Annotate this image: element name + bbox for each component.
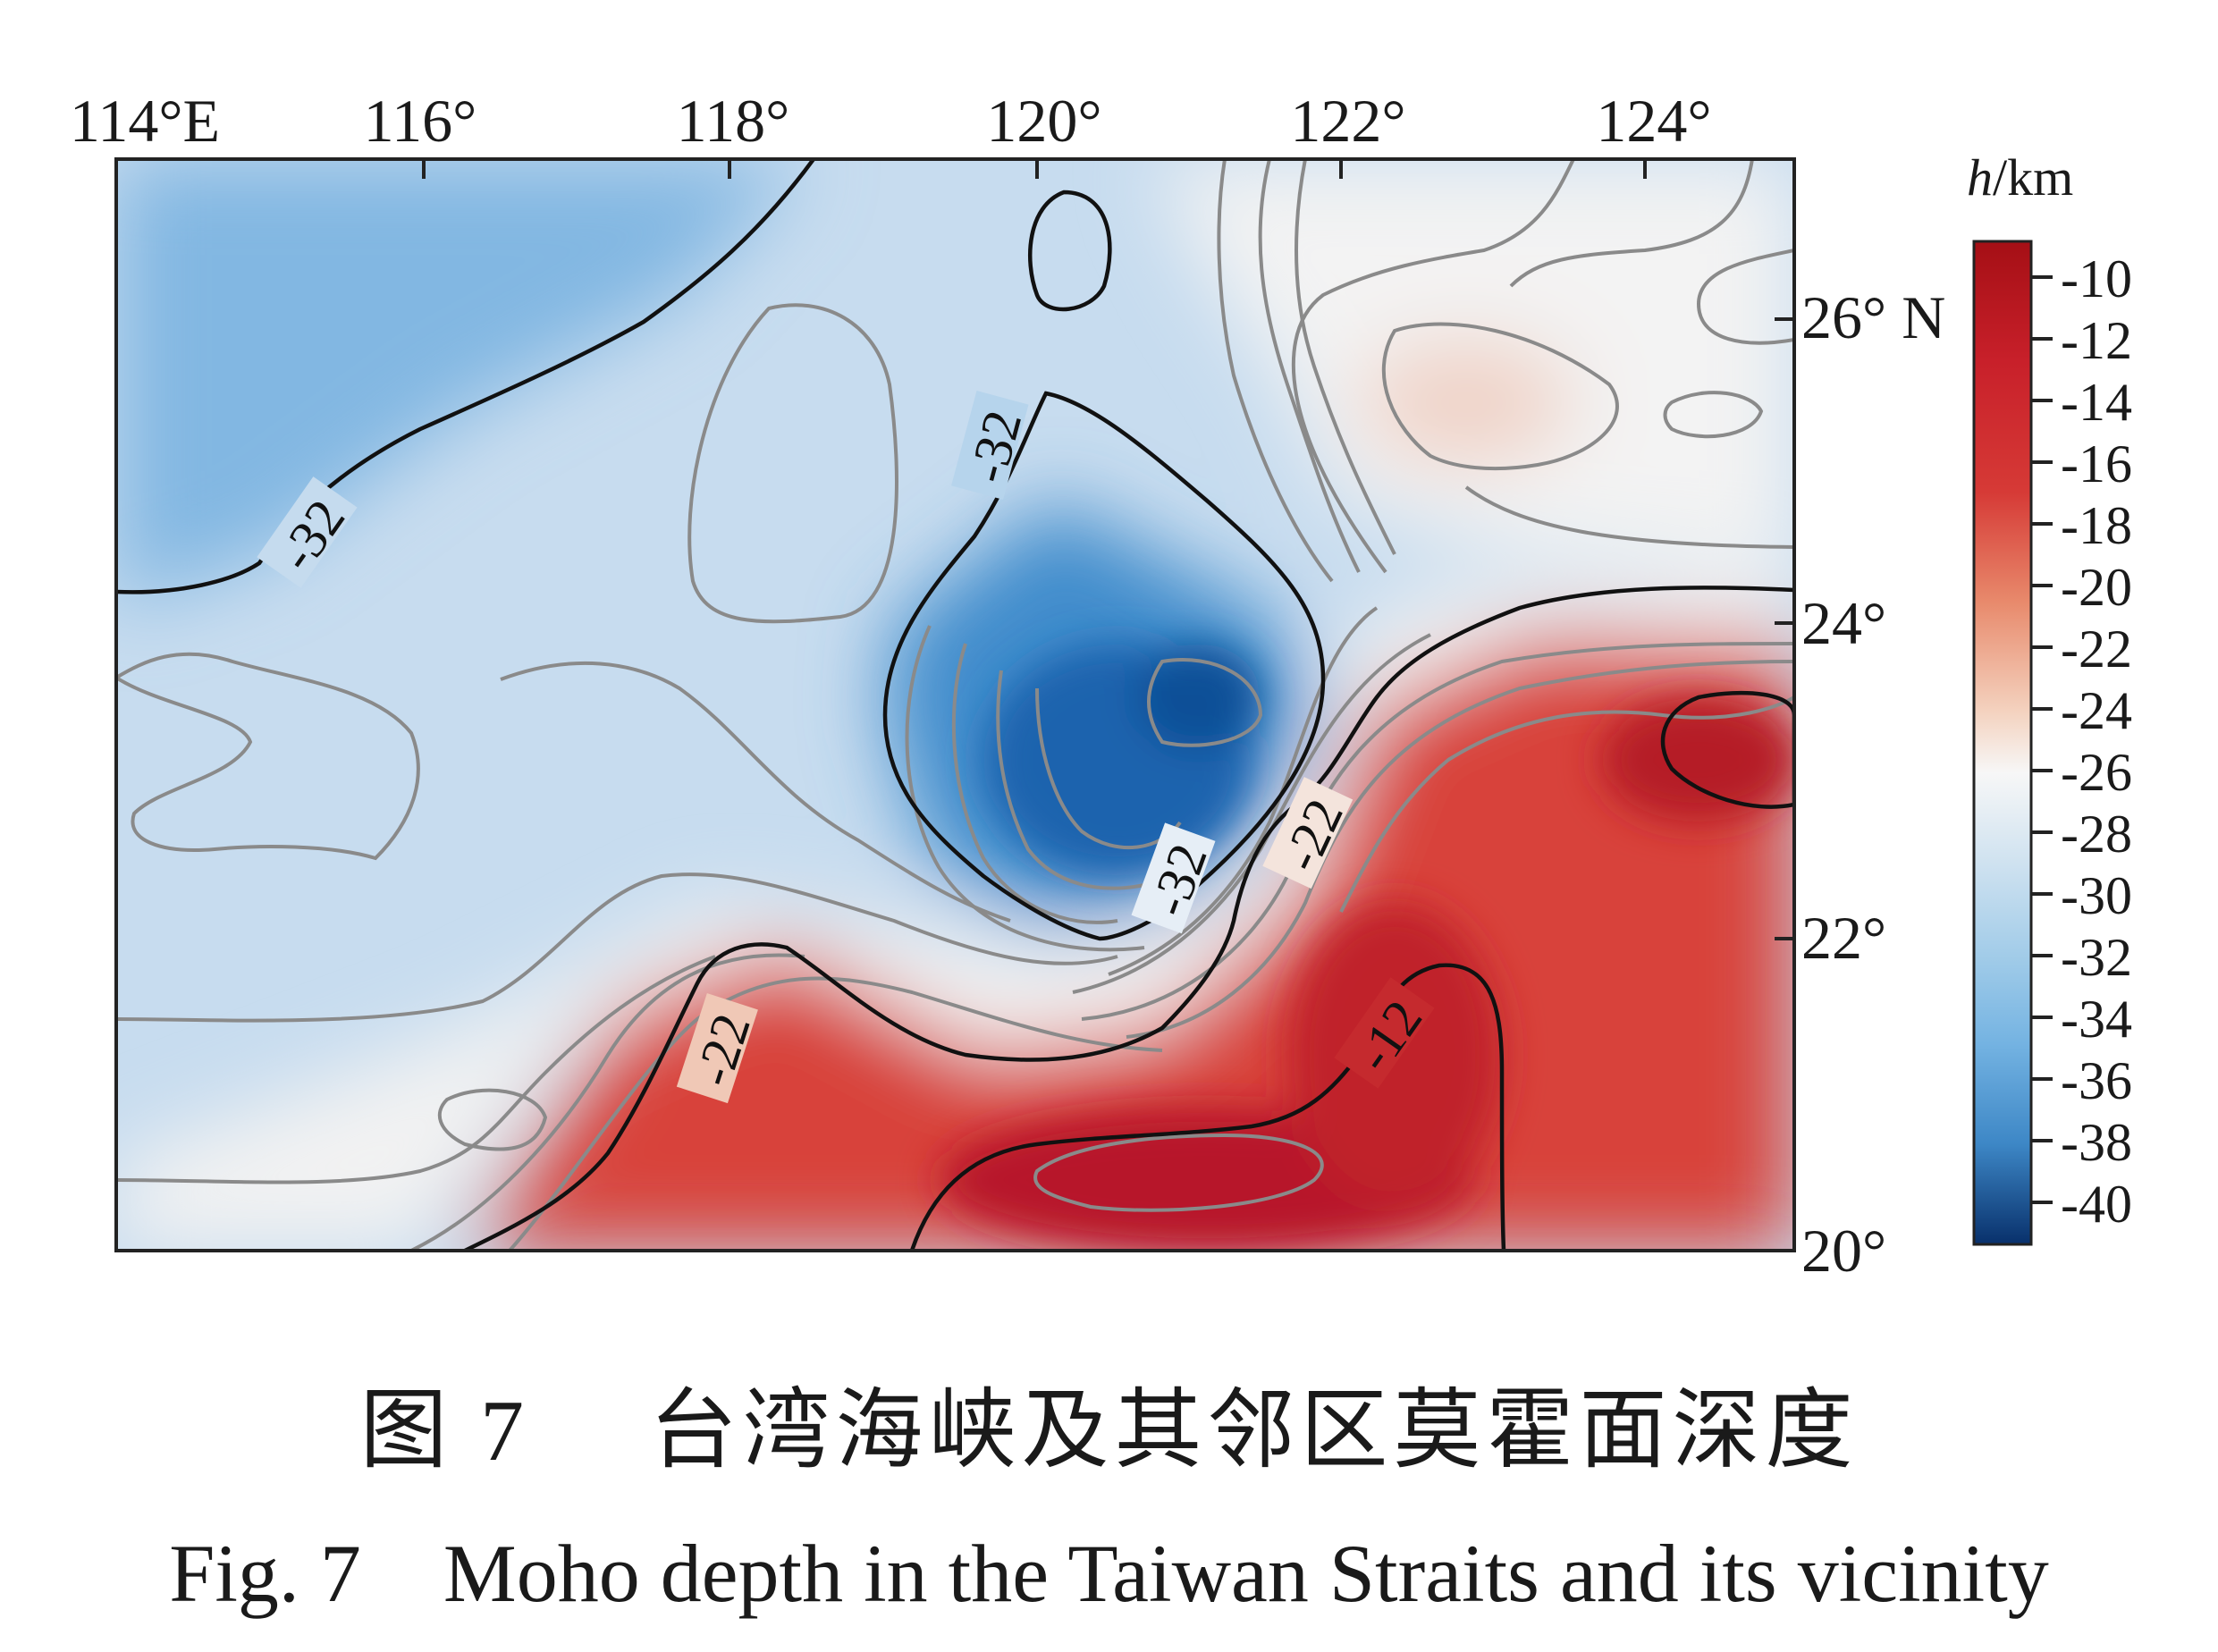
colorbar-tick-label: -34 bbox=[2061, 990, 2132, 1049]
black-contour-lines bbox=[116, 159, 1794, 1251]
colorbar-tick-label: -28 bbox=[2061, 805, 2132, 864]
latitude-tick-label: 26° N bbox=[1801, 283, 1945, 351]
colorbar-tick-label: -32 bbox=[2061, 928, 2132, 987]
colorbar-tick-label: -10 bbox=[2061, 249, 2132, 308]
caption-english: Fig. 7 Moho depth in the Taiwan Straits … bbox=[169, 1528, 2049, 1619]
longitude-tick-label: 122° bbox=[1290, 87, 1405, 155]
colorbar-tick-label: -18 bbox=[2061, 496, 2132, 555]
longitude-tick-label: 114°E bbox=[70, 87, 220, 155]
longitude-tick-label: 124° bbox=[1596, 87, 1711, 155]
colorbar-tick-label: -12 bbox=[2061, 311, 2132, 370]
colorbar-tick-label: -20 bbox=[2061, 558, 2132, 617]
longitude-tick-label: 118° bbox=[677, 87, 790, 155]
depth-colorbar: h/km -10-12-14-16-18-20-22-24-26-28-30-3… bbox=[1967, 148, 2132, 1246]
colorbar-tick-label: -24 bbox=[2061, 681, 2132, 740]
longitude-tick-label: 120° bbox=[986, 87, 1101, 155]
latitude-tick-label: 20° bbox=[1801, 1217, 1886, 1285]
colorbar-tick-label: -22 bbox=[2061, 620, 2132, 678]
colorbar-tick-label: -40 bbox=[2061, 1175, 2132, 1234]
colorbar-tick-label: -14 bbox=[2061, 373, 2132, 432]
colorbar-tick-label: -30 bbox=[2061, 866, 2132, 925]
longitude-tick-label: 116° bbox=[364, 87, 477, 155]
map-frame bbox=[114, 157, 1796, 1252]
longitude-axis bbox=[422, 159, 1647, 179]
colorbar-tick-label: -26 bbox=[2061, 743, 2132, 802]
latitude-axis bbox=[1775, 317, 1794, 940]
colorbar-tick-label: -16 bbox=[2061, 434, 2132, 493]
contour-labels: -32 -32 -32 -22 -22 -12 bbox=[257, 391, 1435, 1104]
colorbar-tick-label: -36 bbox=[2061, 1051, 2132, 1110]
colorbar-gradient bbox=[1972, 240, 2033, 1246]
grey-contour-lines bbox=[116, 159, 1794, 1251]
colorbar-ticks: -10-12-14-16-18-20-22-24-26-28-30-32-34-… bbox=[2031, 249, 2132, 1234]
moho-depth-map: -32 -32 -32 -22 -22 -12 bbox=[116, 159, 1794, 1251]
colorbar-tick-label: -38 bbox=[2061, 1113, 2132, 1172]
colorbar-unit-label: h/km bbox=[1967, 148, 2073, 206]
latitude-tick-label: 24° bbox=[1801, 589, 1886, 657]
caption-chinese: 图 7 台湾海峡及其邻区莫霍面深度 bbox=[359, 1383, 1859, 1479]
latitude-tick-label: 22° bbox=[1801, 904, 1886, 972]
